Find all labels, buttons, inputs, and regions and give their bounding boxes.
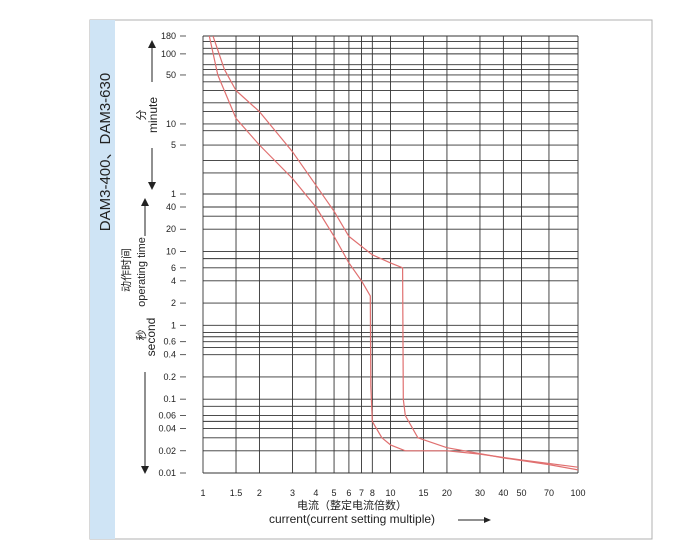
second-tick-label: 0.06 bbox=[158, 411, 176, 421]
x-tick-label: 3 bbox=[290, 488, 295, 498]
second-tick-label: 4 bbox=[171, 276, 176, 286]
x-tick-label: 4 bbox=[313, 488, 318, 498]
side-title: DAM3-400、DAM3-630 bbox=[97, 73, 114, 231]
second-tick-label: 10 bbox=[166, 246, 176, 256]
lower-trip-curve bbox=[208, 36, 578, 468]
second-tick-label: 0.04 bbox=[158, 424, 176, 434]
x-tick-label: 7 bbox=[359, 488, 364, 498]
x-tick-label: 1.5 bbox=[230, 488, 243, 498]
minute-tick-label: 1 bbox=[171, 189, 176, 199]
second-tick-label: 1 bbox=[171, 320, 176, 330]
second-tick-label: 0.4 bbox=[163, 350, 176, 360]
second-tick-label: 0.6 bbox=[163, 337, 176, 347]
ylabel-second-cn: 秒 bbox=[134, 330, 148, 341]
second-tick-label: 0.02 bbox=[158, 446, 176, 456]
x-tick-label: 20 bbox=[442, 488, 452, 498]
minute-tick-label: 180 bbox=[161, 31, 176, 41]
x-tick-label: 40 bbox=[498, 488, 508, 498]
second-arrow-down-head bbox=[141, 466, 149, 474]
second-tick-label: 0.01 bbox=[158, 468, 176, 478]
tick-labels: 1 1.5 2 3 4 5 6 7 8 10 15 20 30 40 50 70 100180100501051… bbox=[158, 31, 585, 498]
minute-tick-label: 5 bbox=[171, 140, 176, 150]
x-tick-label: 8 bbox=[370, 488, 375, 498]
minute-arrow-up-head bbox=[148, 40, 156, 48]
x-arrow-head bbox=[484, 517, 491, 523]
x-tick-label: 6 bbox=[346, 488, 351, 498]
second-tick-label: 6 bbox=[171, 263, 176, 273]
side-title-band bbox=[90, 20, 115, 539]
minute-tick-label: 50 bbox=[166, 70, 176, 80]
x-tick-label: 1 bbox=[200, 488, 205, 498]
axis-arrows bbox=[141, 40, 491, 523]
x-tick-label: 5 bbox=[332, 488, 337, 498]
ylabel-time-cn: 动作时间 bbox=[120, 248, 133, 292]
x-tick-label: 30 bbox=[475, 488, 485, 498]
x-tick-label: 10 bbox=[385, 488, 395, 498]
minute-arrow-down-head bbox=[148, 182, 156, 190]
x-tick-label: 15 bbox=[419, 488, 429, 498]
x-tick-label: 2 bbox=[257, 488, 262, 498]
second-tick-label: 20 bbox=[166, 224, 176, 234]
x-tick-label: 100 bbox=[570, 488, 585, 498]
x-tick-label: 70 bbox=[544, 488, 554, 498]
upper-trip-curve bbox=[212, 36, 578, 471]
xlabel: current(current setting multiple) bbox=[269, 512, 435, 526]
second-tick-label: 40 bbox=[166, 202, 176, 212]
minute-tick-label: 100 bbox=[161, 49, 176, 59]
curve-group bbox=[208, 36, 578, 471]
ylabel-time: operating time bbox=[136, 237, 148, 307]
minute-tick-label: 10 bbox=[166, 119, 176, 129]
time-arrow-up-head bbox=[141, 198, 149, 206]
ylabel-second: second bbox=[144, 318, 158, 357]
ylabel-minute: minute bbox=[146, 97, 160, 133]
grid-lines bbox=[202, 35, 579, 474]
xlabel-cn: 电流（整定电流倍数） bbox=[297, 498, 407, 512]
second-tick-label: 0.2 bbox=[163, 372, 176, 382]
second-tick-label: 2 bbox=[171, 298, 176, 308]
x-tick-label: 50 bbox=[517, 488, 527, 498]
ylabel-minute-cn: 分 bbox=[135, 110, 148, 121]
second-tick-label: 0.1 bbox=[163, 394, 176, 404]
